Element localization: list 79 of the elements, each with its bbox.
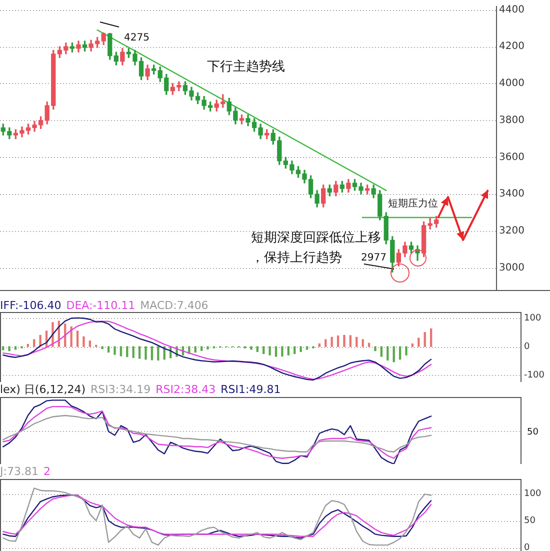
chart-subtitle: MACD:7.406 [140,299,208,313]
bar [76,330,79,347]
bar [405,346,408,356]
y-tick-label: 4200 [499,41,524,52]
bar [101,346,104,350]
bar [262,346,265,354]
y-tick-label: 0 [524,543,530,551]
bar [380,346,383,357]
bar [398,346,402,360]
bar [14,346,17,350]
bar [268,346,271,356]
bar [294,346,296,354]
y-tick-label: 0 [524,342,530,352]
bar [194,346,196,353]
bar [300,346,302,352]
bar [256,346,258,352]
bar [144,346,147,360]
series-label: 2 [43,465,50,479]
bar [200,346,203,351]
bar [318,343,321,347]
bar [2,346,4,350]
bar [274,346,278,357]
bar [386,346,389,361]
bar [70,326,72,347]
bar [120,346,122,356]
y-tick-label: 100 [524,314,542,324]
bar [430,328,432,347]
bar [8,346,10,352]
y-tick-label: 3000 [499,262,524,274]
bar [336,335,340,347]
bar [362,339,364,347]
bar [368,342,370,347]
series-label: DEA:-110.11 [66,299,136,313]
bar [107,346,110,353]
y-tick-label: 100 [524,488,542,499]
y-tick-label: 4000 [499,78,524,90]
bar [324,339,327,347]
y-tick-label: 3400 [499,188,524,200]
text: RSI3:34.19 [90,383,151,397]
bar [330,336,333,347]
bar [206,346,209,350]
ref-line-label: 短期压力位 [388,198,438,210]
chart-title: lex) 日(6,12,24) [0,383,86,397]
y-tick-label: 3200 [499,226,524,237]
bar [126,346,128,358]
bar [157,346,160,361]
y-tick-label: 3800 [499,114,524,126]
text: RSI1:49.81 [220,383,281,397]
bar [418,338,420,347]
bar [349,335,352,347]
bar [306,346,308,350]
bar [88,340,92,347]
annotation: ，保持上行趋势 [251,250,342,266]
bar [374,346,376,352]
bar [392,346,395,362]
bar [150,346,154,360]
bar [114,346,116,355]
y-tick-label: 50 [524,516,536,526]
bar [281,346,284,357]
bar [411,343,414,347]
y-tick-label: 3600 [499,152,524,163]
annotation: 下行主趋势线 [207,58,285,74]
text: RSI2:38.43 [156,383,216,397]
bar [26,344,29,347]
series-label: IFF:-106.40 [0,299,62,313]
annotation: 短期深度回踩低位上移 [251,229,381,246]
annotation: 2977 [361,252,386,264]
y-tick-label: 4400 [499,4,524,16]
bar [287,346,290,356]
bar [138,346,141,359]
bar [33,339,36,347]
y-tick-label: -100 [524,370,545,380]
bar [82,336,85,347]
bar [250,346,252,350]
bar [132,346,134,358]
bar [343,334,346,347]
annotation: 4275 [124,32,150,44]
bar [424,332,426,347]
bar [356,336,358,347]
